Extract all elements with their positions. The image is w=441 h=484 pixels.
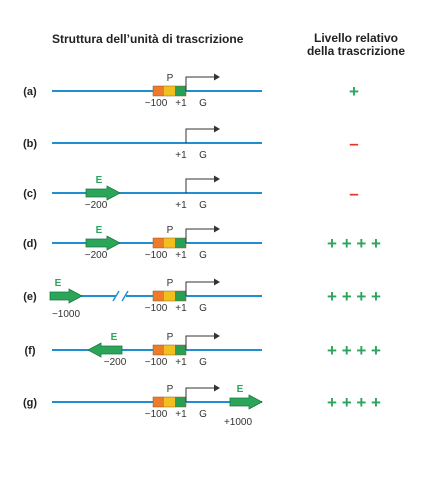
row-c-enhancer-label: E xyxy=(96,175,103,186)
row-f-plus1-label: +1 xyxy=(175,357,187,368)
row-f-enhancer-arrow xyxy=(87,342,123,358)
row-d-minus100-label: −100 xyxy=(145,250,168,261)
row-e-transcription-level: + + + + xyxy=(327,287,381,306)
row-e-enhancer-position: −1000 xyxy=(52,309,81,320)
row-a-transcription-level: + xyxy=(349,82,359,101)
row-a-gene-label: G xyxy=(199,98,207,109)
row-f-enhancer-label: E xyxy=(111,332,118,343)
row-b-tss-arrow-line xyxy=(185,128,214,143)
row-f-promoter-orange xyxy=(153,345,164,355)
row-e-tss-arrow-arrowhead xyxy=(214,278,220,286)
row-g-minus100-label: −100 xyxy=(145,409,168,420)
row-c-tss-arrow-line xyxy=(185,178,214,193)
row-a-tss-arrow-arrowhead xyxy=(214,73,220,81)
row-g-enhancer-arrow xyxy=(229,394,263,410)
row-d-promoter-orange xyxy=(153,238,164,248)
row-g-enhancer-position: +1000 xyxy=(224,417,253,428)
row-g-plus1-label: +1 xyxy=(175,409,187,420)
level-header-line2: della trascrizione xyxy=(306,44,406,58)
row-d-tss-arrow-arrowhead xyxy=(214,225,220,233)
row-e-gene-label: G xyxy=(199,303,207,314)
row-c-transcription-level: – xyxy=(349,184,358,203)
row-c-gene-label: G xyxy=(199,200,207,211)
row-g-gene-label: G xyxy=(199,409,207,420)
row-e-promoter-label: P xyxy=(167,278,174,289)
level-header: Livello relativo della trascrizione xyxy=(296,32,416,58)
row-g-promoter-orange xyxy=(153,397,164,407)
row-e-minus100-label: −100 xyxy=(145,303,168,314)
row-d-tss-arrow-line xyxy=(185,228,214,243)
row-f-transcription-level: + + + + xyxy=(327,341,381,360)
row-g-promoter-yellow xyxy=(164,397,175,407)
row-d-promoter-label: P xyxy=(167,225,174,236)
row-f-tss-arrow-line xyxy=(185,335,214,350)
row-d-enhancer-label: E xyxy=(96,225,103,236)
structure-header: Struttura dell’unità di trascrizione xyxy=(52,32,244,46)
row-e-promoter-green xyxy=(175,291,186,301)
row-a-plus1-label: +1 xyxy=(175,98,187,109)
row-f-tss-arrow-arrowhead xyxy=(214,332,220,340)
row-a-tss-arrow-line xyxy=(185,76,214,91)
row-e-enhancer-arrow xyxy=(49,288,83,304)
row-g-tss-arrow-arrowhead xyxy=(214,384,220,392)
row-b-transcription-level: – xyxy=(349,134,358,153)
row-e-label: (e) xyxy=(23,291,37,303)
row-f-minus100-label: −100 xyxy=(145,357,168,368)
row-d-promoter-yellow xyxy=(164,238,175,248)
row-d-enhancer-position: −200 xyxy=(85,250,108,261)
row-a-promoter-green xyxy=(175,86,186,96)
row-e-tss-arrow-line xyxy=(185,281,214,296)
row-e-promoter-orange xyxy=(153,291,164,301)
level-header-line1: Livello relativo xyxy=(313,31,399,45)
row-g-tss-arrow-line xyxy=(185,387,214,402)
row-d-promoter-green xyxy=(175,238,186,248)
row-b-gene-label: G xyxy=(199,150,207,161)
row-f-promoter-yellow xyxy=(164,345,175,355)
row-b-label: (b) xyxy=(23,138,37,150)
row-b-plus1-label: +1 xyxy=(175,150,187,161)
row-e-promoter-yellow xyxy=(164,291,175,301)
row-b-tss-arrow-arrowhead xyxy=(214,125,220,133)
row-d-enhancer-arrow xyxy=(85,235,121,251)
row-d-label: (d) xyxy=(23,238,37,250)
row-g-promoter-green xyxy=(175,397,186,407)
row-a-promoter-yellow xyxy=(164,86,175,96)
row-e-enhancer-label: E xyxy=(55,278,62,289)
row-g-label: (g) xyxy=(23,397,37,409)
row-g-enhancer-label: E xyxy=(237,384,244,395)
row-c-label: (c) xyxy=(23,188,37,200)
row-g-promoter-label: P xyxy=(167,384,174,395)
row-f-promoter-label: P xyxy=(167,332,174,343)
row-f-enhancer-position: −200 xyxy=(104,357,127,368)
row-d-transcription-level: + + + + xyxy=(327,234,381,253)
row-f-gene-label: G xyxy=(199,357,207,368)
row-d-plus1-label: +1 xyxy=(175,250,187,261)
row-g-transcription-level: + + + + xyxy=(327,393,381,412)
row-d-gene-label: G xyxy=(199,250,207,261)
row-c-enhancer-arrow xyxy=(85,185,121,201)
row-a-minus100-label: −100 xyxy=(145,98,168,109)
row-e-break-mark-1 xyxy=(112,290,120,302)
row-c-enhancer-position: −200 xyxy=(85,200,108,211)
row-e-plus1-label: +1 xyxy=(175,303,187,314)
row-a-promoter-orange xyxy=(153,86,164,96)
row-f-promoter-green xyxy=(175,345,186,355)
row-c-plus1-label: +1 xyxy=(175,200,187,211)
row-f-label: (f) xyxy=(25,345,36,357)
row-a-label: (a) xyxy=(23,86,37,98)
row-c-tss-arrow-arrowhead xyxy=(214,175,220,183)
row-a-promoter-label: P xyxy=(167,73,174,84)
row-e-break-mark-2 xyxy=(121,290,129,302)
